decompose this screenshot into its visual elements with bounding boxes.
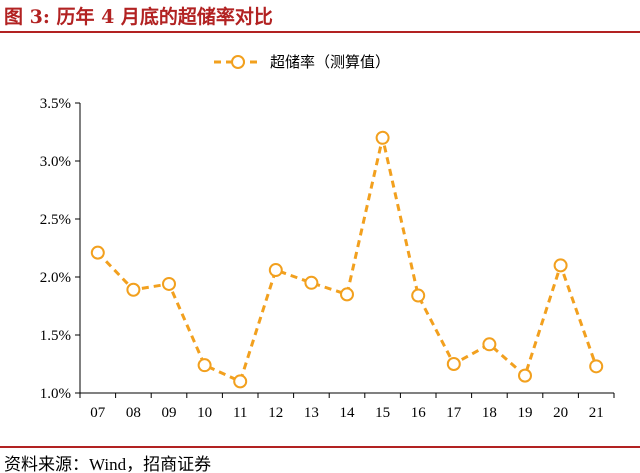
- y-tick-label: 2.5%: [40, 212, 71, 228]
- axes: [79, 103, 614, 394]
- legend: 超储率（测算值）: [214, 53, 390, 71]
- y-ticks: 1.0% 1.5% 2.0% 2.5% 3.0% 3.5%: [40, 96, 80, 402]
- data-point-15: [375, 130, 390, 145]
- x-tick-label: 19: [518, 405, 533, 421]
- x-tick-label: 17: [446, 405, 462, 421]
- source-note: 资料来源：Wind，招商证券: [4, 455, 212, 473]
- data-point-11: [233, 374, 248, 389]
- y-tick-label: 3.5%: [40, 96, 71, 112]
- data-point-10: [197, 358, 212, 373]
- x-tick-label: 14: [340, 405, 356, 421]
- legend-label: 超储率（测算值）: [270, 53, 390, 71]
- x-tick-label: 09: [162, 405, 177, 421]
- y-tick-label: 1.5%: [40, 328, 71, 344]
- x-tick-label: 21: [589, 405, 604, 421]
- data-point-08: [126, 282, 141, 297]
- x-tick-label: 11: [233, 405, 247, 421]
- series-line: [96, 136, 598, 383]
- x-tick-label: 16: [411, 405, 427, 421]
- x-ticks: 07 08 09 10 11 12 13 14 15 16 17 18 19 20 21: [79, 393, 615, 421]
- x-tick-label: 07: [90, 405, 106, 421]
- x-tick-label: 20: [553, 405, 568, 421]
- series-layer: [90, 130, 604, 389]
- figure-title: 图 3: 历年 4 月底的超储率对比: [4, 6, 273, 28]
- data-point-09: [162, 276, 176, 291]
- x-tick-label: 13: [304, 405, 319, 421]
- x-tick-label: 15: [375, 405, 390, 421]
- x-tick-label: 18: [482, 405, 497, 421]
- data-point-16: [411, 288, 426, 303]
- data-point-20: [553, 258, 568, 273]
- data-point-19: [518, 368, 532, 383]
- data-point-18: [482, 337, 497, 352]
- x-tick-label: 10: [197, 405, 212, 421]
- y-tick-label: 1.0%: [40, 386, 71, 402]
- data-point-21: [589, 359, 604, 374]
- legend-marker: [231, 55, 245, 69]
- data-point-13: [304, 275, 319, 290]
- data-point-17: [446, 357, 461, 371]
- y-tick-label: 3.0%: [40, 154, 71, 170]
- y-tick-label: 2.0%: [40, 270, 71, 286]
- data-point-12: [268, 263, 283, 278]
- data-point-14: [340, 287, 354, 302]
- data-point-07: [90, 245, 105, 260]
- title-rule: [0, 31, 640, 33]
- x-tick-label: 12: [268, 405, 283, 421]
- x-tick-label: 08: [126, 405, 141, 421]
- source-rule: [0, 446, 640, 448]
